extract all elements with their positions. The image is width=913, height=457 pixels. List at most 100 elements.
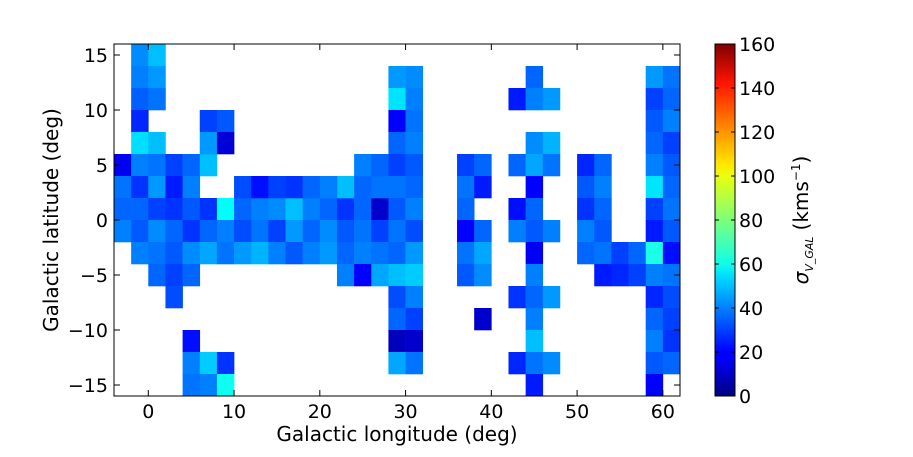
heatmap-cell: [405, 198, 424, 221]
heatmap-cell: [199, 110, 218, 133]
heatmap-cell: [388, 220, 406, 243]
heatmap-cell: [388, 176, 406, 199]
heatmap-cell: [594, 220, 612, 243]
heatmap-cell: [645, 198, 664, 221]
heatmap-cell: [388, 88, 406, 111]
heatmap-cell: [611, 264, 629, 287]
heatmap-cell: [405, 286, 424, 309]
heatmap-cell: [388, 242, 406, 265]
heatmap-cell: [165, 242, 183, 265]
heatmap-cell: [594, 198, 612, 221]
heatmap-cell: [182, 374, 201, 397]
heatmap-cell: [542, 154, 561, 177]
colorbar-label-unit: (kms: [789, 181, 813, 230]
heatmap-cell: [577, 176, 595, 199]
heatmap-cell: [302, 220, 321, 243]
y-tick-label: 10: [84, 100, 108, 122]
heatmap-cell: [182, 176, 201, 199]
heatmap-cell: [525, 330, 544, 353]
y-tick-label: 5: [96, 155, 108, 177]
heatmap-cell: [405, 66, 424, 89]
heatmap-cell: [474, 264, 492, 287]
heatmap-cell: [319, 220, 338, 243]
heatmap-cell: [594, 176, 612, 199]
heatmap-cell: [371, 198, 389, 221]
heatmap-cell: [457, 220, 475, 243]
heatmap-cell: [508, 286, 526, 309]
heatmap-cell: [388, 330, 406, 353]
heatmap-cell: [371, 220, 389, 243]
heatmap-cell: [594, 264, 612, 287]
heatmap-cell: [525, 308, 544, 331]
heatmap-cell: [457, 242, 475, 265]
heatmap-cell: [114, 220, 132, 243]
heatmap-cell: [199, 132, 218, 155]
heatmap-cell: [388, 308, 406, 331]
heatmap-cell: [474, 176, 492, 199]
heatmap-cell: [148, 66, 166, 89]
heatmap-cell: [131, 220, 149, 243]
heatmap-cell: [645, 176, 664, 199]
heatmap-cell: [508, 198, 526, 221]
heatmap-cell: [474, 308, 492, 331]
heatmap-cell: [182, 198, 201, 221]
x-tick-label: 50: [565, 401, 589, 423]
heatmap-cell: [251, 242, 269, 265]
heatmap-cell: [131, 66, 149, 89]
heatmap-cell: [405, 264, 424, 287]
heatmap-cell: [645, 286, 664, 309]
colorbar-tick-label: 40: [739, 298, 763, 320]
heatmap-cell: [577, 242, 595, 265]
heatmap-cell: [662, 242, 681, 265]
heatmap-cell: [268, 242, 286, 265]
heatmap-cell: [405, 110, 424, 133]
heatmap-cell: [388, 264, 406, 287]
y-tick-label: 0: [96, 210, 108, 232]
heatmap-cell: [645, 374, 664, 397]
colorbar-tick-label: 60: [739, 254, 763, 276]
heatmap-cell: [234, 220, 252, 243]
heatmap-cell: [611, 242, 629, 265]
heatmap-cell: [371, 176, 389, 199]
colorbar-tick-label: 0: [739, 386, 751, 408]
x-tick-label: 40: [479, 401, 503, 423]
heatmap-cell: [182, 242, 201, 265]
heatmap-cell: [577, 198, 595, 221]
heatmap-cell: [302, 198, 321, 221]
heatmap-cell: [388, 198, 406, 221]
heatmap-cell: [662, 352, 681, 375]
heatmap-cell: [662, 154, 681, 177]
heatmap-cell: [251, 176, 269, 199]
heatmap-cell: [525, 154, 544, 177]
heatmap-cell: [645, 88, 664, 111]
heatmap-cell: [388, 110, 406, 133]
heatmap-cell: [662, 286, 681, 309]
heatmap-cell: [148, 198, 166, 221]
heatmap-cell: [148, 132, 166, 155]
heatmap-cell: [182, 352, 201, 375]
heatmap-cell: [508, 352, 526, 375]
heatmap-cell: [131, 198, 149, 221]
heatmap-cell: [628, 242, 646, 265]
heatmap-cell: [131, 176, 149, 199]
colorbar-label-unit-exponent: −1: [789, 163, 803, 181]
heatmap-cell: [199, 220, 218, 243]
heatmap-cell: [474, 242, 492, 265]
heatmap-cell: [662, 88, 681, 111]
heatmap-cell: [662, 198, 681, 221]
heatmap-cell: [405, 132, 424, 155]
heatmap-cell: [662, 308, 681, 331]
heatmap-cell: [131, 88, 149, 111]
heatmap-cell: [285, 220, 303, 243]
colorbar-label-symbol: σ: [789, 270, 813, 284]
heatmap-cell: [645, 242, 664, 265]
heatmap-cell: [131, 242, 149, 265]
heatmap-cell: [388, 132, 406, 155]
heatmap-cell: [319, 198, 338, 221]
heatmap-cell: [371, 264, 389, 287]
heatmap-cell: [131, 44, 149, 67]
heatmap-cell: [388, 66, 406, 89]
heatmap-cell: [165, 220, 183, 243]
heatmap-cell: [525, 176, 544, 199]
